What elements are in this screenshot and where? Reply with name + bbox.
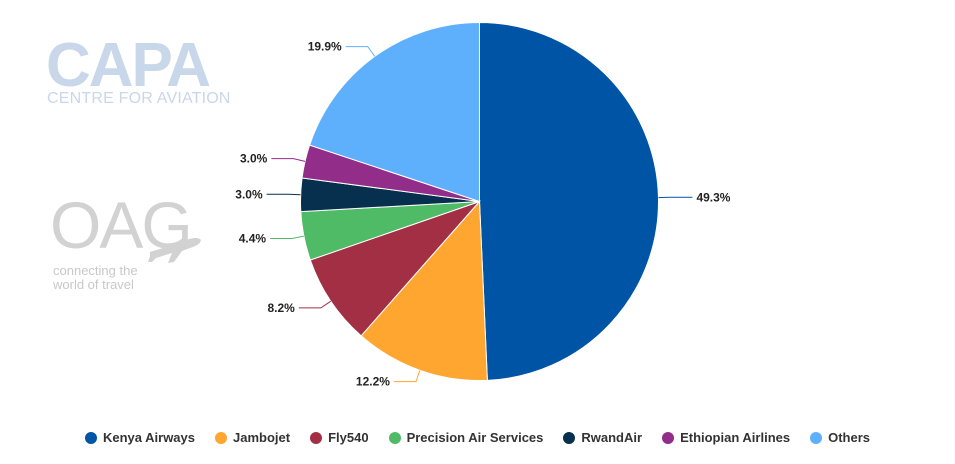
legend-label: Fly540 [328, 430, 369, 445]
pie-label-ethiopian-airlines: 3.0% [240, 152, 268, 166]
pie-slices [300, 21, 659, 381]
legend-marker [563, 431, 576, 444]
legend-marker [310, 431, 323, 444]
legend-marker [84, 431, 97, 444]
pie-slice-jambojet[interactable] [360, 200, 488, 381]
legend-item-jambojet[interactable]: Jambojet [215, 430, 290, 445]
pie-chart: CAPA CENTRE FOR AVIATION OAG connecting … [46, 21, 731, 389]
legend-item-ethiopian-airlines[interactable]: Ethiopian Airlines [662, 430, 790, 445]
capa-logo-text: CAPA [46, 31, 210, 100]
legend-marker [810, 431, 823, 444]
pie-label-kenya-airways: 49.3% [696, 190, 730, 204]
pie-label-precision-air-services: 4.4% [239, 231, 267, 245]
pie-label-fly540: 8.2% [267, 301, 295, 315]
legend-item-kenya-airways[interactable]: Kenya Airways [84, 430, 195, 445]
airplane-icon [148, 238, 201, 263]
legend-marker [662, 431, 675, 444]
pie-connector-ethiopian-airlines [271, 158, 306, 162]
pie-slice-others[interactable] [308, 21, 480, 203]
pie-slice-kenya-airways[interactable] [479, 21, 659, 381]
chart-legend: Kenya Airways Jambojet Fly540 Precision Air… [0, 430, 955, 445]
oag-logo: OAG connecting the world of travel [50, 188, 201, 292]
oag-logo-tagline-1: connecting the [53, 263, 138, 278]
capa-logo-subtitle: CENTRE FOR AVIATION [47, 90, 231, 107]
legend-label: Others [828, 430, 870, 445]
legend-item-others[interactable]: Others [810, 430, 870, 445]
legend-label: Ethiopian Airlines [680, 430, 791, 445]
legend-marker [215, 431, 227, 444]
legend-marker [388, 431, 401, 444]
legend-label: Precision Air Services [406, 430, 544, 445]
pie-connector-jambojet [393, 370, 421, 383]
capa-logo: CAPA CENTRE FOR AVIATION [46, 31, 231, 107]
pie-labels: 49.3% 12.2% 8.2% 4.4% 3.0% 3.0% 19.9% [235, 40, 731, 389]
legend-item-fly540[interactable]: Fly540 [310, 430, 369, 445]
legend-item-precision-air-services[interactable]: Precision Air Services [388, 430, 544, 445]
pie-label-rwandair: 3.0% [235, 187, 263, 201]
legend-item-rwandair[interactable]: RwandAir [563, 430, 642, 445]
pie-connector-others [345, 46, 376, 57]
oag-logo-tagline-2: world of travel [52, 277, 134, 292]
legend-label: RwandAir [581, 430, 643, 445]
pie-slice-fly540[interactable] [309, 200, 482, 337]
pie-label-jambojet: 12.2% [356, 375, 390, 389]
pie-connector-precision-air-services [270, 235, 304, 239]
pie-connector-fly540 [298, 300, 332, 309]
pie-label-others: 19.9% [308, 40, 342, 54]
legend-label: Kenya Airways [102, 430, 195, 445]
legend-label: Jambojet [233, 430, 291, 445]
